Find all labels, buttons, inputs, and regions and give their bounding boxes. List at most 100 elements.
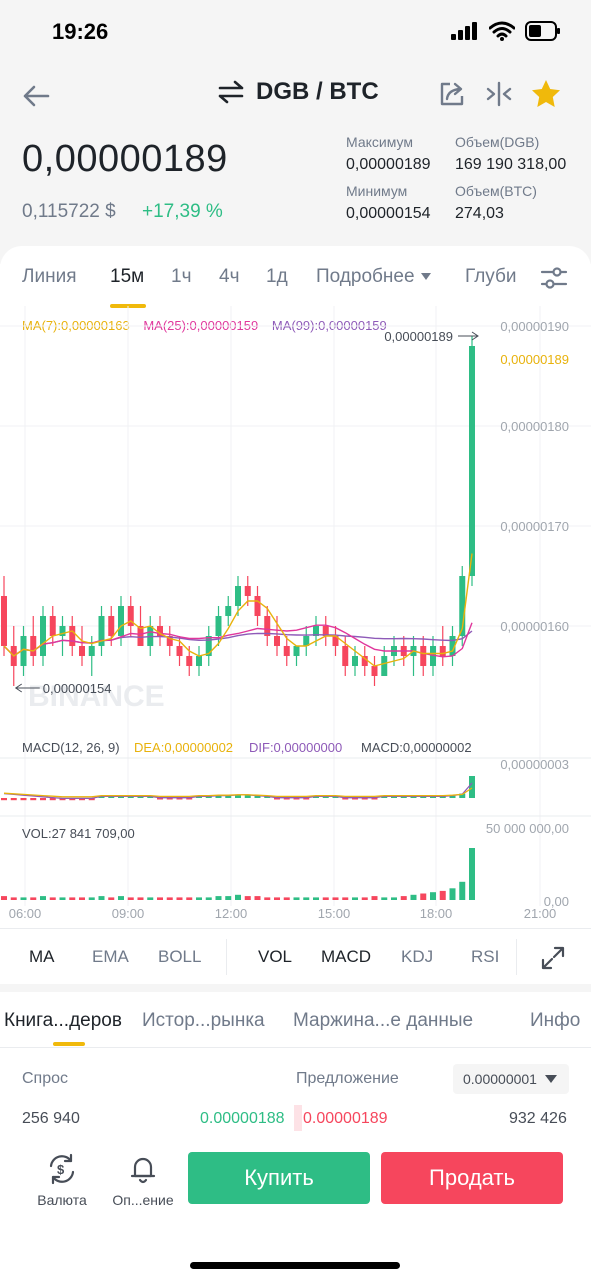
macd-bar: [459, 793, 466, 798]
bid-quantity: 256 940: [22, 1110, 80, 1127]
volume-bar: [244, 896, 251, 900]
indicator-kdj[interactable]: KDJ: [401, 947, 434, 966]
volume-bar: [303, 897, 310, 900]
currency-exchange-icon: $: [49, 1153, 75, 1185]
indicator-macd[interactable]: MACD: [321, 947, 372, 966]
tab-line[interactable]: Линия: [22, 266, 77, 287]
tab-order-book[interactable]: Книга...деров: [4, 1010, 122, 1031]
candle-body: [196, 656, 202, 666]
tab-4h[interactable]: 4ч: [219, 266, 240, 287]
macd-bar: [79, 798, 85, 801]
macd-bar: [361, 798, 368, 800]
candle-body: [176, 646, 183, 656]
candle: [69, 616, 76, 656]
macd-bar: [264, 796, 271, 798]
binance-watermark: BINANCE: [28, 680, 165, 713]
candle: [127, 596, 134, 636]
star-icon[interactable]: [530, 78, 562, 110]
time-axis-label: 06:00: [9, 906, 42, 921]
volume-bar: [166, 897, 173, 900]
volume-bar: [40, 896, 46, 900]
stat-vol-base: Объем(DGB) 169 190 318,00: [455, 134, 566, 174]
macd-bar: [98, 796, 105, 798]
candle-body: [235, 586, 241, 606]
candle: [254, 586, 261, 626]
volume-bar: [118, 896, 124, 900]
time-axis-label: 18:00: [420, 906, 453, 921]
stat-vol-quote: Объем(BTC) 274,03: [455, 183, 537, 223]
candlestick-chart[interactable]: BINANCE 0,000001900,000001800,000001700,…: [0, 306, 591, 928]
bid-price[interactable]: 0.00000188: [200, 1110, 285, 1127]
svg-text:$: $: [57, 1162, 65, 1177]
candle-body: [30, 636, 37, 656]
indicator-ema[interactable]: EMA: [92, 947, 129, 966]
volume-bar: [420, 893, 427, 900]
volume-bar: [157, 897, 163, 900]
candle-body: [49, 616, 56, 636]
pair-selector[interactable]: DGB / BTC: [218, 78, 379, 106]
chart-settings-icon[interactable]: [540, 266, 568, 290]
precision-select[interactable]: 0.00000001: [453, 1064, 569, 1094]
volume-bar: [69, 897, 76, 900]
candle: [30, 616, 37, 666]
candle-body: [79, 646, 85, 656]
volume-bar: [196, 897, 202, 900]
macd-bar: [244, 794, 251, 798]
indicator-ma[interactable]: MA: [29, 947, 55, 966]
ask-header: Предложение: [296, 1070, 399, 1087]
tab-15m[interactable]: 15м: [110, 266, 145, 287]
candle-body: [88, 646, 95, 656]
vol-label: VOL:27 841 709,00: [22, 826, 135, 841]
candle-body: [274, 636, 280, 646]
volume-bar: [283, 897, 290, 900]
tab-depth[interactable]: Глуби: [465, 266, 517, 287]
compare-icon[interactable]: [486, 81, 512, 107]
candle: [274, 616, 280, 656]
currency-button[interactable]: $ Валюта: [22, 1152, 102, 1208]
indicator-boll[interactable]: BOLL: [158, 947, 202, 966]
buy-button[interactable]: Купить: [188, 1152, 370, 1204]
caret-down-icon: [545, 1075, 557, 1083]
volume-bar: [352, 897, 358, 900]
macd-bar: [381, 796, 388, 798]
bottom-action-bar: $ Валюта Оп...ение Купить Продать: [0, 1144, 591, 1224]
macd-bar: [147, 796, 154, 798]
candle-body: [118, 606, 124, 636]
tab-1h[interactable]: 1ч: [171, 266, 192, 287]
candle: [196, 646, 202, 676]
price-axis-label: 0,00000160: [500, 619, 569, 634]
candle: [40, 606, 46, 666]
alert-button[interactable]: Оп...ение: [103, 1152, 183, 1208]
candle: [59, 616, 66, 656]
tab-info[interactable]: Инфо: [530, 1010, 581, 1031]
ask-price[interactable]: 0.00000189: [303, 1110, 388, 1127]
sell-button[interactable]: Продать: [381, 1152, 563, 1204]
indicator-vol[interactable]: VOL: [258, 947, 293, 966]
indicator-rsi[interactable]: RSI: [471, 947, 500, 966]
tab-market-history[interactable]: Истор...рынка: [142, 1010, 265, 1031]
candle: [303, 626, 310, 656]
share-icon[interactable]: [438, 80, 466, 108]
volume-bar: [371, 896, 378, 900]
macd-bar: [313, 796, 319, 798]
pair-title: DGB / BTC: [256, 78, 379, 105]
candle-body: [40, 616, 46, 656]
macd-bar: [420, 796, 427, 798]
low-marker-arrow: [14, 683, 40, 693]
macd-bar: [235, 794, 241, 798]
back-arrow-icon[interactable]: [20, 80, 52, 112]
fullscreen-icon[interactable]: [540, 945, 566, 971]
tab-margin-data[interactable]: Маржина...е данные: [293, 1010, 474, 1031]
candle-body: [69, 626, 76, 646]
divider: [516, 939, 517, 975]
time-axis-label: 12:00: [215, 906, 248, 921]
macd-bar: [40, 798, 46, 801]
volume-bar: [400, 896, 407, 900]
macd-bar: [439, 796, 446, 798]
tab-more[interactable]: Подробнее: [316, 266, 431, 288]
tab-1d[interactable]: 1д: [266, 266, 288, 287]
macd-bar: [157, 798, 163, 800]
volume-bar: [410, 894, 417, 900]
volume-bar: [264, 897, 271, 900]
macd-bar: [215, 795, 222, 798]
